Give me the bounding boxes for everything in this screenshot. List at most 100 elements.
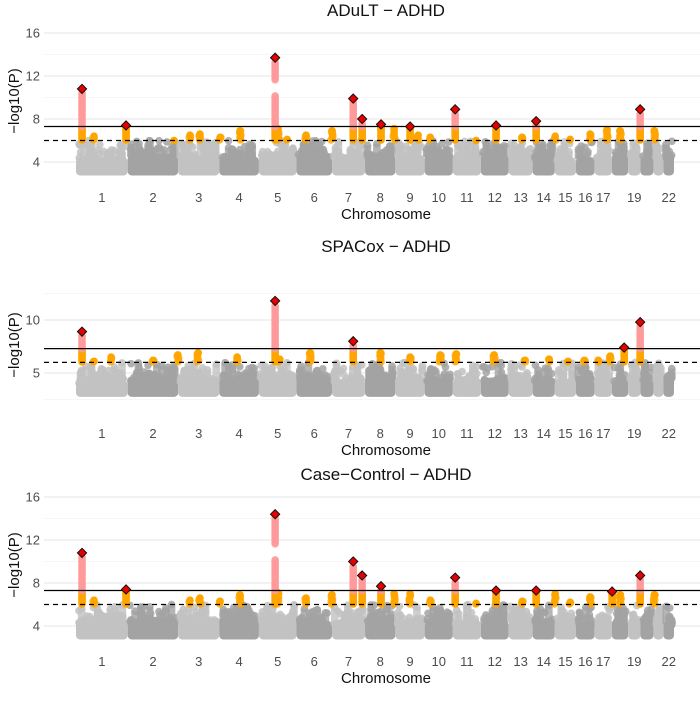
snp-point: [482, 145, 490, 156]
snp-point: [131, 144, 139, 152]
suggestive-snp: [283, 136, 291, 144]
snp-point: [639, 152, 647, 160]
snp-point: [331, 379, 339, 387]
snp-point: [289, 611, 297, 621]
snp-point: [575, 367, 583, 379]
snp-point: [297, 368, 305, 376]
snp-point: [348, 377, 356, 382]
snp-point: [114, 619, 122, 627]
snp-point: [462, 153, 470, 161]
snp-point: [633, 152, 641, 160]
suggestive-snp: [490, 351, 498, 359]
snp-point: [179, 155, 187, 163]
suggestive-snp: [376, 349, 384, 357]
snp-point: [383, 606, 391, 620]
x-tick-label-chr-8: 8: [377, 190, 384, 205]
panel-title: ADuLT − ADHD: [327, 1, 445, 20]
x-tick-label-chr-22: 22: [661, 654, 675, 669]
snp-point: [127, 360, 135, 368]
snp-point: [601, 614, 609, 622]
snp-point: [668, 374, 676, 382]
y-tick-label: 16: [26, 490, 40, 505]
snp-point: [520, 610, 528, 618]
x-tick-label-chr-17: 17: [596, 426, 610, 441]
y-tick-label: 12: [26, 533, 40, 548]
suggestive-snp: [472, 600, 480, 608]
snp-point: [105, 614, 113, 622]
snp-point: [354, 148, 362, 156]
snp-point: [445, 613, 453, 623]
snp-point: [76, 157, 84, 160]
snp-point: [523, 369, 531, 377]
suggestive-snp: [426, 596, 434, 604]
suggestive-snp: [233, 353, 241, 361]
snp-point: [463, 613, 471, 621]
significant-snp: [271, 92, 279, 100]
snp-point: [668, 623, 676, 624]
x-tick-label-chr-8: 8: [377, 426, 384, 441]
snp-point: [366, 370, 374, 378]
x-tick-label-chr-5: 5: [274, 190, 281, 205]
snp-point: [318, 617, 326, 625]
x-tick-label-chr-9: 9: [406, 190, 413, 205]
snp-point: [318, 138, 326, 146]
suggestive-snp: [586, 130, 594, 138]
snp-point: [235, 379, 243, 380]
snp-point: [311, 614, 319, 622]
snp-point: [75, 379, 83, 387]
x-tick-label-chr-16: 16: [578, 190, 592, 205]
y-tick-label: 8: [33, 112, 40, 127]
snp-point: [101, 158, 109, 166]
snp-point: [663, 152, 671, 160]
snp-point: [278, 153, 286, 161]
snp-point: [452, 620, 460, 628]
snp-point: [97, 369, 105, 383]
x-axis-title: Chromosome: [341, 206, 431, 223]
snp-point: [113, 373, 121, 381]
snp-point: [156, 153, 164, 161]
snp-point: [522, 154, 530, 162]
x-tick-label-chr-1: 1: [98, 426, 105, 441]
snp-point: [596, 375, 604, 383]
snp-point: [238, 150, 246, 158]
x-tick-label-chr-19: 19: [627, 190, 641, 205]
snp-point: [314, 150, 322, 156]
x-tick-label-chr-2: 2: [149, 426, 156, 441]
suggestive-snp: [302, 131, 310, 139]
snp-point: [373, 619, 381, 620]
x-tick-label-chr-15: 15: [558, 426, 572, 441]
suggestive-snp: [650, 591, 658, 599]
snp-point: [492, 623, 500, 624]
x-tick-label-chr-2: 2: [149, 190, 156, 205]
snp-point: [356, 609, 364, 617]
snp-point: [437, 378, 445, 381]
y-tick-label: 16: [26, 26, 40, 41]
snp-point: [108, 146, 116, 154]
snp-point: [618, 151, 626, 156]
y-tick-label: 5: [33, 366, 40, 381]
snp-point: [403, 154, 411, 162]
snp-point: [131, 611, 139, 621]
x-tick-label-chr-1: 1: [98, 190, 105, 205]
x-tick-label-chr-10: 10: [432, 426, 446, 441]
snp-point: [333, 365, 341, 373]
x-tick-label-chr-11: 11: [460, 426, 474, 441]
x-tick-label-chr-15: 15: [558, 654, 572, 669]
snp-point: [300, 144, 308, 156]
x-tick-label-chr-15: 15: [558, 190, 572, 205]
snp-point: [461, 620, 469, 628]
snp-point: [481, 377, 489, 385]
suggestive-snp: [186, 131, 194, 139]
snp-point: [415, 378, 423, 379]
suggestive-snp: [616, 127, 624, 135]
snp-point: [244, 607, 252, 620]
snp-point: [139, 614, 147, 622]
snp-point: [443, 150, 451, 157]
snp-point: [378, 153, 386, 161]
snp-point: [120, 375, 128, 383]
snp-point: [581, 368, 589, 379]
snp-point: [652, 144, 660, 156]
snp-point: [586, 620, 594, 628]
snp-point: [180, 371, 188, 381]
snp-point: [496, 147, 504, 156]
